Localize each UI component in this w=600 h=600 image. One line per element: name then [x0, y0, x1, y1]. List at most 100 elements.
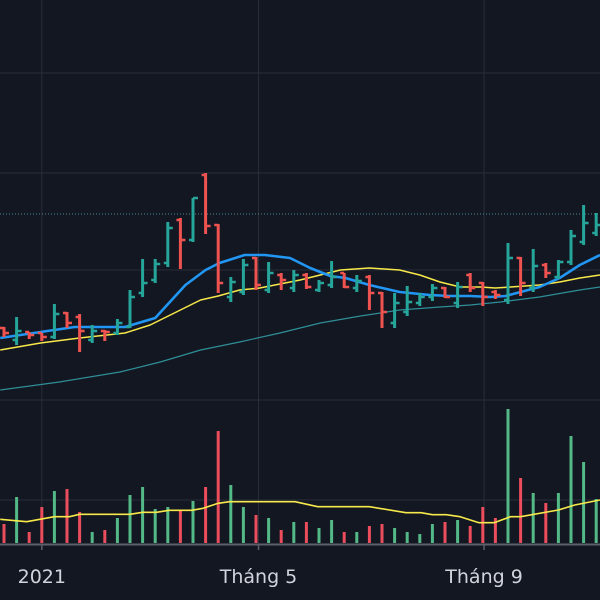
- ohlc-bar: [554, 260, 564, 279]
- volume-bar: [367, 526, 371, 543]
- ohlc-bar: [453, 282, 463, 308]
- ohlc-bar: [63, 311, 72, 328]
- volume-bar: [544, 503, 548, 543]
- ohlc-bar: [340, 271, 350, 289]
- volume-bar: [304, 522, 308, 543]
- volume-bar: [330, 520, 334, 543]
- x-tick-label: 2021: [18, 566, 66, 588]
- volume-ma-line: [0, 499, 600, 524]
- ohlc-bar: [239, 259, 249, 295]
- ohlc-bar: [138, 259, 148, 297]
- ohlc-bar: [226, 277, 236, 302]
- volume-bar: [393, 528, 397, 543]
- x-tick-label: Tháng 9: [444, 566, 523, 588]
- ohlc-bar: [327, 261, 337, 288]
- volume-bar: [141, 487, 145, 543]
- ma-mid-line: [0, 267, 600, 351]
- ohlc-bar: [88, 325, 98, 343]
- ohlc-bar: [75, 314, 85, 352]
- ma-slow-line: [0, 286, 600, 391]
- volume-bar: [355, 532, 359, 543]
- ohlc-bar: [163, 222, 173, 267]
- ohlc-bar: [466, 273, 476, 292]
- volume-bar: [27, 532, 31, 543]
- volume-bar: [317, 528, 321, 543]
- ohlc-bar: [428, 284, 438, 301]
- ohlc-bar: [126, 290, 135, 329]
- ohlc-bar: [176, 218, 186, 269]
- ohlc-bar: [365, 275, 375, 310]
- volume-bar: [216, 431, 220, 543]
- volume-bar: [594, 499, 598, 543]
- volume-bar: [241, 507, 245, 543]
- ohlc-bar: [189, 196, 198, 242]
- volume-bar: [519, 478, 523, 543]
- ohlc-bar: [592, 213, 600, 236]
- ohlc-bar: [12, 317, 22, 345]
- ohlc-bar: [201, 173, 211, 234]
- volume-bar: [254, 515, 258, 543]
- volume-bar: [40, 507, 44, 543]
- ohlc-bar: [113, 319, 123, 335]
- ohlc-bar: [214, 223, 224, 293]
- volume-bar: [292, 522, 296, 543]
- volume-bar: [229, 485, 233, 543]
- ohlc-bar: [0, 326, 9, 337]
- ohlc-bar: [541, 263, 551, 278]
- x-tick-label: Tháng 5: [219, 566, 298, 588]
- price-pane: [0, 173, 600, 391]
- ohlc-bar: [504, 243, 513, 304]
- ohlc-bar: [567, 230, 576, 265]
- ohlc-bar: [302, 273, 312, 289]
- ohlc-bar: [403, 286, 413, 316]
- volume-bar: [2, 524, 6, 543]
- ohlc-bar: [378, 291, 387, 328]
- volume-bar: [153, 509, 157, 543]
- volume-bar: [556, 493, 560, 543]
- volume-bar: [342, 532, 346, 543]
- volume-pane: [0, 409, 600, 550]
- ohlc-bar: [289, 270, 299, 292]
- volume-bar: [90, 532, 94, 543]
- ohlc-bar: [352, 275, 362, 292]
- volume-bar: [456, 520, 460, 543]
- volume-bar: [405, 532, 409, 543]
- volume-bar: [128, 495, 132, 543]
- volume-bar: [506, 409, 510, 543]
- volume-bar: [166, 507, 170, 543]
- ohlc-bar: [151, 259, 161, 283]
- grid: [0, 0, 600, 545]
- ohlc-bar: [100, 329, 110, 341]
- volume-bar: [493, 518, 497, 543]
- time-axis: 2021 Tháng 5 Tháng 9: [18, 566, 523, 588]
- volume-bar: [468, 526, 472, 543]
- volume-bar: [267, 518, 271, 543]
- ohlc-bar: [529, 249, 539, 292]
- ohlc-bar: [478, 281, 488, 306]
- ohlc-bar: [50, 304, 60, 339]
- ohlc-bar: [25, 330, 35, 339]
- volume-bar: [481, 507, 485, 543]
- volume-bar: [115, 518, 119, 543]
- ohlc-bar: [579, 205, 589, 245]
- ohlc-bar: [491, 290, 501, 299]
- ohlc-bar: [390, 293, 400, 328]
- volume-bar: [78, 512, 82, 543]
- volume-bar: [531, 493, 535, 543]
- ohlc-bar: [264, 262, 274, 293]
- ohlc-bar: [252, 256, 261, 290]
- volume-bar: [569, 436, 573, 543]
- volume-bar: [279, 530, 283, 543]
- volume-bar: [178, 511, 182, 543]
- volume-bar: [418, 534, 422, 543]
- ma-fast-line: [0, 253, 600, 340]
- volume-bar: [380, 524, 384, 543]
- volume-bar: [443, 522, 447, 543]
- volume-bar: [204, 487, 208, 543]
- ohlc-bar: [441, 286, 450, 299]
- volume-bar: [103, 530, 107, 543]
- ohlc-bar: [415, 293, 425, 306]
- volume-bar: [191, 501, 195, 543]
- ohlc-bar: [277, 273, 287, 290]
